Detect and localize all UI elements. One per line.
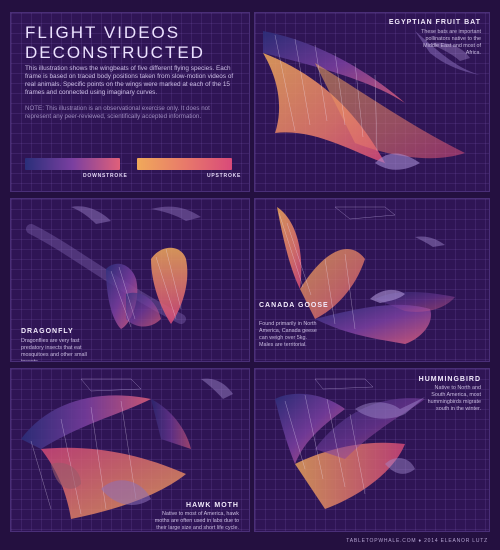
hummingbird-description: Native to North and South America, most … (427, 385, 481, 412)
goose-name: CANADA GOOSE (259, 301, 329, 310)
title-line-2: DECONSTRUCTED (25, 43, 205, 62)
hawkmoth-panel: HAWK MOTH Native to most of America, haw… (10, 368, 250, 532)
dragonfly-wingbeat-illustration (26, 206, 201, 329)
downstroke-legend-label: DOWNSTROKE (83, 173, 128, 179)
title-line-1: FLIGHT VIDEOS (25, 23, 181, 42)
hawkmoth-wingbeat-illustration (21, 378, 233, 519)
goose-name-text: CANADA GOOSE (259, 302, 329, 309)
bat-panel: EGYPTIAN FRUIT BAT These bats are import… (254, 12, 490, 192)
page-title: FLIGHT VIDEOS DECONSTRUCTED (25, 23, 205, 63)
bat-name: EGYPTIAN FRUIT BAT (388, 19, 481, 26)
hummingbird-wingbeat-illustration (275, 378, 425, 509)
downstroke-legend-bar (25, 158, 120, 170)
dragonfly-description: Dragonflies are very fast predatory inse… (21, 338, 87, 362)
hawkmoth-name: HAWK MOTH (186, 502, 239, 509)
goose-wingbeat-illustration (277, 206, 455, 344)
bat-description: These bats are important pollinators nat… (421, 29, 481, 56)
hummingbird-name: HUMMINGBIRD (418, 376, 481, 383)
bat-wingbeat-illustration (263, 31, 480, 170)
intro-text: This illustration shows the wingbeats of… (25, 65, 234, 96)
dragonfly-name: DRAGONFLY (21, 328, 74, 335)
intro-panel: FLIGHT VIDEOS DECONSTRUCTED This illustr… (10, 12, 250, 192)
disclaimer-note: NOTE: This illustration is an observatio… (25, 105, 210, 120)
goose-description: Found primarily in North America, Canada… (259, 321, 317, 348)
credit-footer: TABLETOPWHALE.COM ♦ 2014 ELEANOR LUTZ (346, 538, 488, 544)
upstroke-legend-label: UPSTROKE (207, 173, 242, 179)
hummingbird-panel: HUMMINGBIRD Native to North and South Am… (254, 368, 490, 532)
upstroke-legend-bar (137, 158, 232, 170)
dragonfly-panel: DRAGONFLY Dragonflies are very fast pred… (10, 198, 250, 362)
hawkmoth-description: Native to most of America, hawk moths ar… (154, 511, 239, 531)
goose-panel: CANADA GOOSE Found primarily in North Am… (254, 198, 490, 362)
